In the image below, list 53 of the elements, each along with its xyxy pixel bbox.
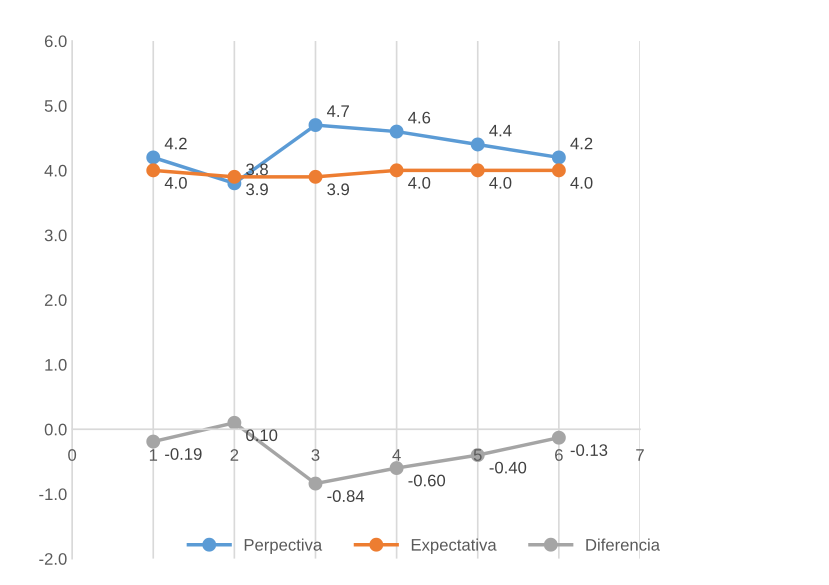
legend-label: Perpectiva <box>244 538 322 554</box>
data-label: -0.19 <box>165 448 202 460</box>
point <box>227 416 242 430</box>
data-label: 4.6 <box>408 112 430 124</box>
data-label: -0.84 <box>327 490 364 502</box>
data-label: 4.7 <box>326 105 349 117</box>
x-tick-label: 1 <box>150 449 158 461</box>
point <box>308 476 322 491</box>
point <box>390 124 404 138</box>
point <box>390 461 404 476</box>
x-tick-label: 7 <box>636 449 644 461</box>
point <box>390 163 404 178</box>
y-tick-label: 3.0 <box>44 230 67 242</box>
data-label: -0.40 <box>490 462 526 474</box>
data-label: 4.4 <box>489 124 512 136</box>
point <box>146 163 160 178</box>
y-tick-label: 1.0 <box>45 358 67 371</box>
point <box>146 434 160 448</box>
x-tick-label: 0 <box>68 449 76 461</box>
point <box>470 163 485 178</box>
point <box>552 150 566 164</box>
x-tick-label: 3 <box>311 449 320 461</box>
data-label: 4.0 <box>164 176 187 189</box>
point <box>146 150 160 164</box>
x-tick-label: 6 <box>555 449 563 461</box>
x-tick-label: 4 <box>392 449 401 461</box>
data-label: -0.13 <box>570 444 608 456</box>
legend-label: Expectativa <box>412 538 497 554</box>
y-tick-label: 2.0 <box>44 294 67 306</box>
x-tick-label: 5 <box>474 449 482 461</box>
data-label: 3.9 <box>246 183 268 196</box>
y-tick-label: -2.0 <box>39 553 67 565</box>
y-tick-label: 0.0 <box>44 424 67 436</box>
point <box>308 170 322 184</box>
point <box>308 118 322 132</box>
data-label: 4.2 <box>164 138 187 150</box>
data-label: 4.0 <box>570 176 592 189</box>
x-tick-label: 2 <box>230 449 238 461</box>
data-label: 4.0 <box>489 176 512 189</box>
point <box>552 430 566 445</box>
point <box>552 163 566 178</box>
y-tick-label: 4.0 <box>44 164 67 177</box>
y-tick-label: 6.0 <box>44 35 67 48</box>
point <box>227 170 242 184</box>
data-label: 0.10 <box>246 429 278 442</box>
data-label: 4.0 <box>408 176 430 189</box>
y-tick-label: 5.0 <box>44 100 67 112</box>
y-tick-label: -1.0 <box>39 488 67 500</box>
data-label: -0.60 <box>408 474 446 486</box>
point <box>470 138 485 152</box>
data-label: 4.2 <box>570 138 592 150</box>
legend-label: Diferencia <box>586 538 660 551</box>
data-label: 3.9 <box>327 183 349 196</box>
